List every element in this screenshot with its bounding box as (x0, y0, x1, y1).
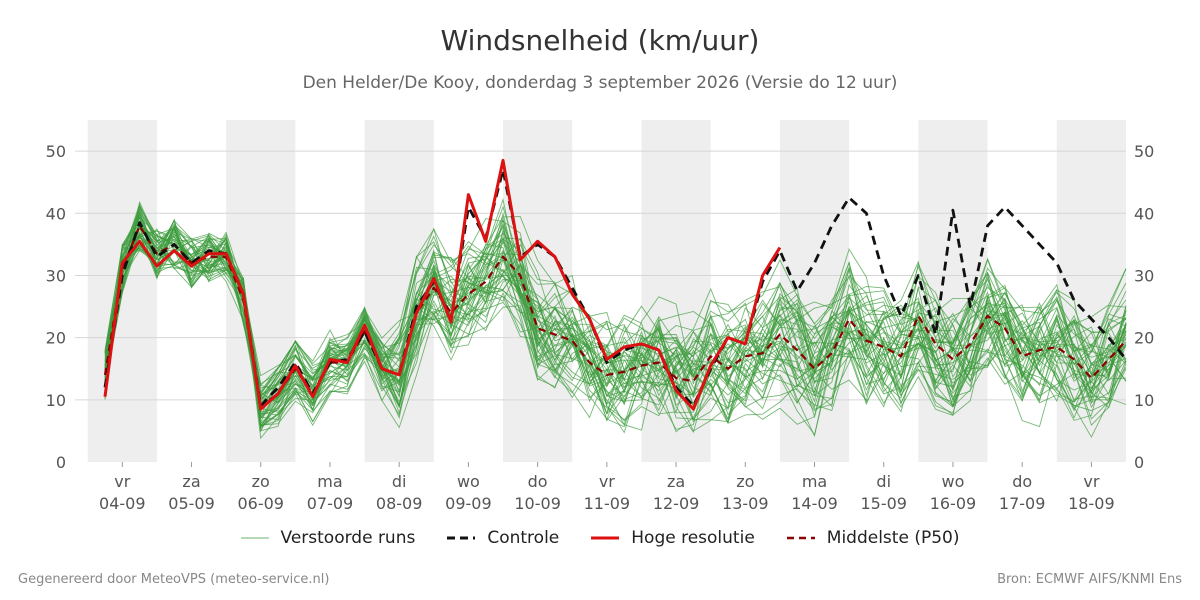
x-tick-weekday: di (392, 472, 407, 491)
chart-title: Windsnelheid (km/uur) (440, 24, 760, 57)
control-line (103, 168, 1128, 408)
x-tick-weekday: zo (252, 472, 270, 491)
y-tick-label: 20 (1134, 329, 1154, 348)
ensemble-member-line (104, 219, 1127, 426)
x-tick-weekday: do (528, 472, 548, 491)
legend-swatch-thin-green (240, 537, 269, 539)
legend-item-hoge-resolutie[interactable]: Hoge resolutie (591, 528, 755, 548)
x-tick-weekday: ma (317, 472, 342, 491)
x-tick-weekday: vr (114, 472, 130, 491)
legend-label: Controle (487, 528, 560, 548)
ensemble-member-line (104, 230, 1127, 422)
legend-item-controle[interactable]: Controle (447, 528, 559, 548)
x-tick-weekday: wo (457, 472, 480, 491)
legend-label: Verstoorde runs (280, 528, 416, 548)
footer-source: Bron: ECMWF AIFS/KNMI Ens (997, 572, 1182, 587)
x-tick-weekday: za (667, 472, 685, 491)
x-tick-weekday: za (182, 472, 200, 491)
y-tick-label: 10 (46, 391, 66, 410)
ensemble-member-line (104, 202, 1127, 428)
y-tick-label: 10 (1134, 391, 1154, 410)
x-tick-date: 15-09 (860, 494, 907, 513)
ensemble-member-line (104, 227, 1127, 434)
legend: Verstoorde runs Controle Hoge resolutie … (0, 528, 1200, 548)
x-tick-date: 14-09 (791, 494, 838, 513)
y-tick-label: 50 (1134, 142, 1154, 161)
ensemble-member-line (104, 212, 1127, 427)
x-tick-date: 08-09 (376, 494, 423, 513)
x-tick-labels: vr 04-09 za 05-09 zo 06-09 ma 07-09 di 08-09 wo 09-… (99, 462, 1115, 513)
legend-item-middelste[interactable]: Middelste (P50) (786, 528, 960, 548)
day-band (503, 120, 573, 462)
x-tick-weekday: do (1012, 472, 1032, 491)
legend-swatch-red-solid (591, 536, 620, 540)
ensemble-member-line (104, 220, 1127, 432)
x-tick-date: 18-09 (1068, 494, 1115, 513)
legend-label: Middelste (P50) (826, 528, 960, 548)
y-tick-label: 40 (46, 204, 66, 223)
x-tick-date: 07-09 (307, 494, 354, 513)
y-tick-label: 40 (1134, 204, 1154, 223)
x-tick-date: 13-09 (722, 494, 769, 513)
footer-generator: Gegenereerd door MeteoVPS (meteo-service… (18, 572, 330, 587)
ensemble-member-line (104, 236, 1127, 429)
x-tick-weekday: wo (942, 472, 965, 491)
x-tick-weekday: vr (1083, 472, 1099, 491)
x-tick-date: 12-09 (653, 494, 700, 513)
x-tick-weekday: ma (802, 472, 827, 491)
x-tick-date: 11-09 (584, 494, 631, 513)
ensemble-member-line (104, 198, 1127, 408)
ensemble-member-line (104, 223, 1127, 412)
y-tick-label: 20 (46, 329, 66, 348)
y-tick-label: 0 (56, 453, 66, 472)
legend-swatch-black-dashed (447, 536, 476, 540)
y-tick-label: 30 (1134, 266, 1154, 285)
y-tick-labels-right: 0 10 20 30 40 50 (1134, 142, 1154, 472)
ensemble-member-line (104, 218, 1127, 429)
ensemble-member-line (104, 228, 1127, 433)
x-tick-date: 05-09 (168, 494, 215, 513)
x-tick-date: 16-09 (930, 494, 977, 513)
x-tick-date: 17-09 (999, 494, 1046, 513)
ensemble-lines (104, 198, 1127, 440)
y-tick-label: 30 (46, 266, 66, 285)
y-tick-label: 0 (1134, 453, 1144, 472)
x-tick-date: 09-09 (445, 494, 492, 513)
x-tick-date: 04-09 (99, 494, 146, 513)
y-tick-labels-left: 0 10 20 30 40 50 (46, 142, 66, 472)
high-res-line (103, 158, 782, 411)
ensemble-member-line (104, 223, 1127, 429)
legend-item-verstoorde-runs[interactable]: Verstoorde runs (240, 528, 416, 548)
x-tick-weekday: di (876, 472, 891, 491)
day-band (364, 120, 434, 462)
chart-subtitle: Den Helder/De Kooy, donderdag 3 septembe… (302, 73, 898, 93)
main-series (103, 158, 1128, 411)
ensemble-member-line (104, 219, 1127, 423)
x-tick-date: 10-09 (514, 494, 561, 513)
legend-swatch-darkred-dashed (786, 536, 815, 540)
y-tick-label: 50 (46, 142, 66, 161)
ensemble-member-line (104, 235, 1127, 412)
legend-label: Hoge resolutie (631, 528, 755, 548)
x-tick-weekday: vr (599, 472, 615, 491)
x-tick-date: 06-09 (237, 494, 284, 513)
x-tick-weekday: zo (736, 472, 754, 491)
